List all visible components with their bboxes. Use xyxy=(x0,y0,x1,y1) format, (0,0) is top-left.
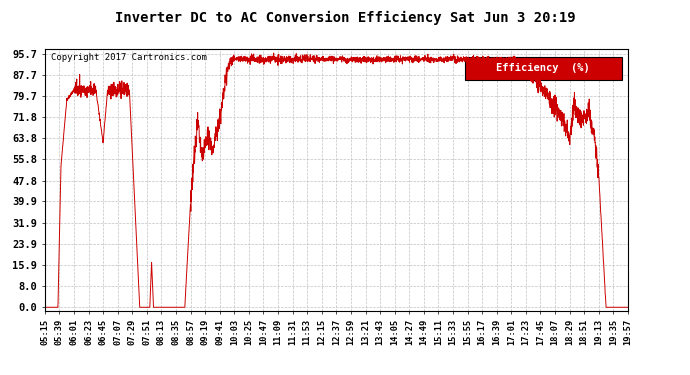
FancyBboxPatch shape xyxy=(464,57,622,80)
Text: Efficiency  (%): Efficiency (%) xyxy=(497,63,590,74)
Text: Copyright 2017 Cartronics.com: Copyright 2017 Cartronics.com xyxy=(50,53,206,62)
Text: Inverter DC to AC Conversion Efficiency Sat Jun 3 20:19: Inverter DC to AC Conversion Efficiency … xyxy=(115,11,575,26)
